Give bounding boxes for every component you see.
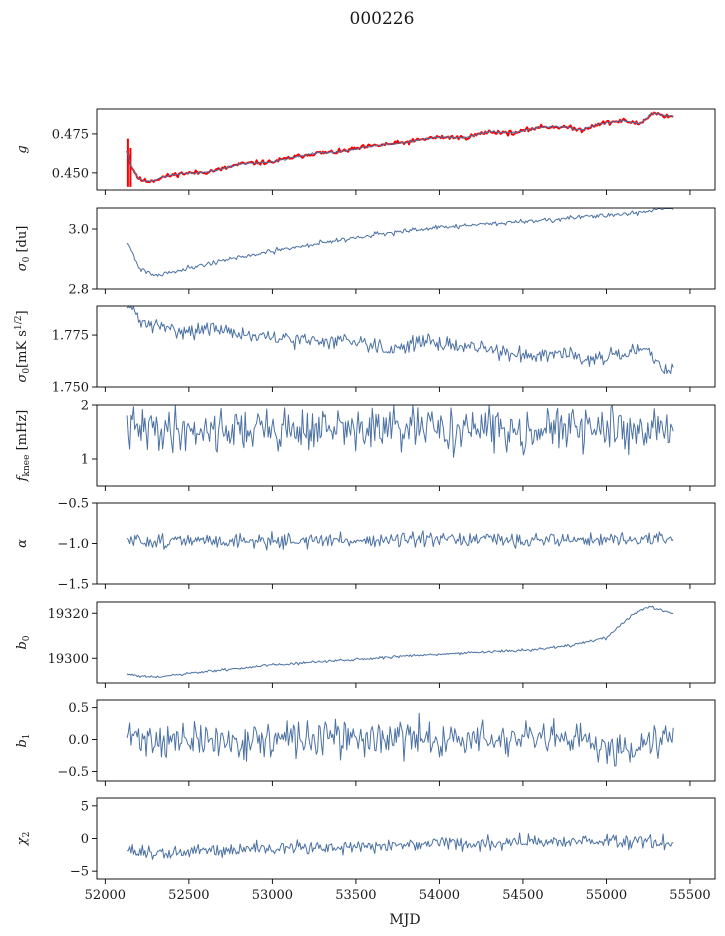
- panel-frame: [96, 108, 716, 191]
- y-axis-label: g: [15, 145, 30, 153]
- y-tick-label: 0.0: [68, 733, 89, 748]
- panel-frame: [96, 404, 716, 487]
- y-tick-label: 2.8: [68, 283, 89, 298]
- series-line: [126, 405, 674, 458]
- x-axis-label: MJD: [389, 912, 420, 928]
- y-axis-label: σ0 [du]: [15, 226, 32, 272]
- panel-1: 0.450 0.475 g: [15, 108, 716, 195]
- y-tick-label: 1.750: [52, 381, 89, 396]
- y-tick-label: 2: [81, 399, 89, 414]
- y-tick-label: −5: [70, 865, 89, 880]
- y-tick-label: −1.0: [57, 537, 89, 552]
- panel-frame: [96, 601, 716, 684]
- y-tick-label: −0.5: [57, 765, 89, 780]
- y-tick-label: 0.5: [68, 701, 89, 716]
- panel-3: 1.750 1.775 σ0[mK s1/2]: [14, 305, 716, 396]
- panel-5: −1.5 −1.0 −0.5 α: [15, 497, 716, 593]
- y-axis-label: χ2: [15, 832, 32, 847]
- y-axis-label: b0: [15, 635, 32, 649]
- panel-frame: [96, 797, 716, 880]
- y-axis-label: α: [15, 539, 30, 548]
- x-tick-label: 52500: [168, 888, 209, 903]
- series-line: [126, 530, 674, 551]
- series-line: [126, 712, 674, 767]
- y-tick-label: 0.475: [52, 127, 89, 142]
- series-line: [126, 306, 674, 375]
- panel-frame: [96, 699, 716, 782]
- panel-8: −5 0 5 χ2: [15, 797, 716, 884]
- figure-title: 000226: [350, 9, 415, 29]
- series-line: [126, 605, 674, 679]
- y-tick-label: 3.0: [68, 223, 89, 238]
- y-tick-label: 1.775: [52, 329, 89, 344]
- x-tick-label: 53500: [335, 888, 376, 903]
- panel-frame: [96, 305, 716, 388]
- y-tick-label: 19320: [48, 607, 89, 622]
- panel-6: 19300 19320 b0: [15, 601, 716, 688]
- panel-7: −0.5 0.0 0.5 b1: [15, 699, 716, 786]
- y-tick-label: 0: [81, 832, 89, 847]
- x-tick-label: 54500: [502, 888, 543, 903]
- x-tick-label: 55500: [669, 888, 710, 903]
- x-tick-label: 55000: [586, 888, 627, 903]
- y-axis-label: fknee [mHz]: [15, 410, 32, 483]
- y-tick-label: 19300: [48, 652, 89, 667]
- y-tick-label: −1.5: [57, 578, 89, 593]
- panel-2: 2.8 3.0 σ0 [du]: [15, 207, 716, 298]
- x-tick-label: 52000: [85, 888, 126, 903]
- y-tick-label: −0.5: [57, 497, 89, 512]
- series-line: [126, 208, 674, 277]
- panel-frame: [96, 207, 716, 290]
- y-tick-label: 0.450: [52, 166, 89, 181]
- x-tick-label: 54000: [419, 888, 460, 903]
- y-tick-label: 1: [81, 453, 89, 468]
- y-axis-label: σ0[mK s1/2]: [14, 310, 32, 382]
- y-tick-label: 5: [81, 799, 89, 814]
- panels: 0.450 0.475 g 2.8 3.0 σ0 [du] 1.750 1.775 σ0[mK …: [14, 108, 716, 903]
- series-line: [126, 112, 674, 182]
- series-line: [127, 832, 674, 860]
- panel-4: 1 2 fknee [mHz]: [15, 399, 716, 491]
- x-tick-label: 53000: [252, 888, 293, 903]
- y-axis-label: b1: [15, 733, 32, 747]
